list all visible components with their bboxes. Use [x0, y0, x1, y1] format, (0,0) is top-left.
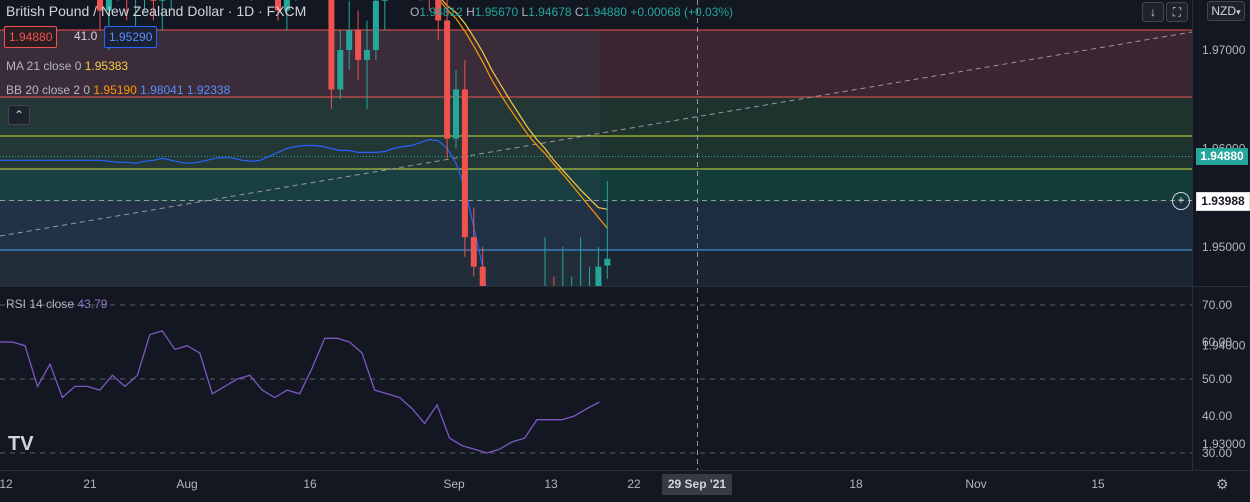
- candle-body: [381, 0, 388, 1]
- bb-basis-line: [438, 0, 608, 229]
- candle-body: [435, 0, 442, 21]
- time-tick-label: 16: [303, 477, 317, 491]
- candle-body: [159, 0, 166, 1]
- fullscreen-icon: ⛶: [1172, 5, 1182, 19]
- candle-body: [498, 355, 504, 394]
- candle-body: [444, 20, 451, 139]
- time-tick-label: 12: [0, 477, 13, 491]
- buy-button[interactable]: 1.95290: [104, 26, 158, 48]
- time-tick-label: Sep: [443, 477, 465, 491]
- symbol-title[interactable]: British Pound / New Zealand Dollar · 1D …: [6, 3, 307, 19]
- price-tick-label: 1.93000: [1202, 437, 1246, 451]
- add-alert-icon[interactable]: +: [1172, 192, 1190, 210]
- time-tick-label: Aug: [176, 477, 197, 491]
- price-series-group: [0, 0, 611, 394]
- rsi-line: [0, 330, 600, 454]
- candle-body: [453, 89, 459, 139]
- spread-value: 41.0: [74, 29, 98, 43]
- time-tick-label: 22: [627, 477, 641, 491]
- rsi-tick-label: 50.00: [1202, 372, 1232, 386]
- target-zone-3: [0, 202, 1192, 250]
- scroll-down-button[interactable]: ↓: [1142, 2, 1164, 22]
- candle-body: [283, 0, 290, 11]
- bb-legend[interactable]: BB 20 close 2 0 1.95190 1.98041 1.92338: [6, 83, 231, 97]
- candle-body: [97, 0, 103, 11]
- rsi-tick-label: 60.00: [1202, 335, 1232, 349]
- candle-body: [364, 50, 370, 60]
- time-tick-label: 13: [544, 477, 558, 491]
- low-value: 1.94678: [528, 5, 572, 19]
- ma-legend[interactable]: MA 21 close 0 1.95383: [6, 59, 129, 73]
- ma-value: 1.95383: [84, 59, 129, 73]
- candle-body: [524, 336, 530, 356]
- candle-body: [355, 30, 362, 60]
- candle-body: [489, 306, 495, 375]
- candle-body: [533, 316, 539, 355]
- candle-body: [578, 306, 584, 316]
- candle-body: [604, 258, 611, 266]
- candle-body: [105, 0, 112, 11]
- crosshair-price-tag: 1.93988: [1196, 192, 1250, 211]
- candle-body: [372, 0, 379, 50]
- ohlc-readout: O1.94812 H1.95670 L1.94678 C1.94880 +0.0…: [410, 5, 734, 19]
- selection-box: [0, 30, 600, 286]
- candle-body: [328, 0, 335, 90]
- candle-body: [515, 336, 521, 366]
- candle-body: [150, 0, 157, 1]
- high-value: 1.95670: [474, 5, 519, 19]
- rsi-tick-label: 30.00: [1202, 446, 1232, 460]
- candle-body: [275, 0, 281, 11]
- last-price-tag: 1.94880: [1196, 148, 1248, 165]
- bb-upper-value: 1.98041: [140, 83, 184, 97]
- candle-body: [587, 286, 593, 306]
- price-tick-label: 1.94000: [1202, 339, 1246, 353]
- price-tick-label: 1.97000: [1202, 43, 1246, 57]
- rsi-tick-label: 40.00: [1202, 409, 1232, 423]
- crosshair-date-tag: 29 Sep '21: [662, 474, 732, 495]
- close-value: 1.94880: [583, 5, 627, 19]
- target-zone-2: [0, 168, 1192, 202]
- rsi-legend[interactable]: RSI 14 close 43.79: [6, 297, 108, 311]
- change-value: +0.00068 (+0.03%): [630, 5, 734, 19]
- bb-lower-value: 1.92338: [186, 83, 231, 97]
- ma21-line: [441, 0, 608, 210]
- candle-body: [479, 266, 486, 286]
- currency-selector[interactable]: NZD▾: [1207, 1, 1245, 21]
- tradingview-logo-icon[interactable]: TV: [8, 433, 34, 455]
- time-tick-label: 15: [1091, 477, 1105, 491]
- candle-body: [569, 316, 575, 326]
- chevron-up-icon: ⌃: [13, 108, 25, 122]
- price-tick-label: 1.95000: [1202, 240, 1246, 254]
- chevron-down-icon: ▾: [1236, 7, 1241, 17]
- bb-basis-value: 1.95190: [93, 83, 137, 97]
- rsi-value: 43.79: [77, 297, 108, 311]
- candle-body: [506, 355, 512, 365]
- collapse-legend-button[interactable]: ⌃: [8, 105, 30, 125]
- trend-line: [0, 31, 1193, 237]
- candle-body: [461, 89, 468, 238]
- stop-zone: [0, 30, 1192, 97]
- time-tick-label: 21: [83, 477, 97, 491]
- candle-body: [595, 266, 602, 286]
- candle-body: [337, 50, 344, 90]
- time-tick-label: 18: [849, 477, 863, 491]
- settings-gear-icon[interactable]: ⚙: [1216, 476, 1229, 492]
- candle-body: [560, 326, 566, 327]
- arrow-down-icon: ↓: [1150, 5, 1156, 19]
- rsi-tick-label: 70.00: [1202, 298, 1232, 312]
- candle-body: [551, 316, 557, 326]
- bb-lower-band: [0, 138, 487, 286]
- candle-body: [470, 237, 477, 267]
- fullscreen-button[interactable]: ⛶: [1166, 2, 1188, 22]
- time-tick-label: Nov: [965, 477, 986, 491]
- sell-button[interactable]: 1.94880: [4, 26, 58, 48]
- candle-body: [346, 30, 353, 50]
- open-value: 1.94812: [419, 5, 463, 19]
- candle-body: [542, 316, 548, 326]
